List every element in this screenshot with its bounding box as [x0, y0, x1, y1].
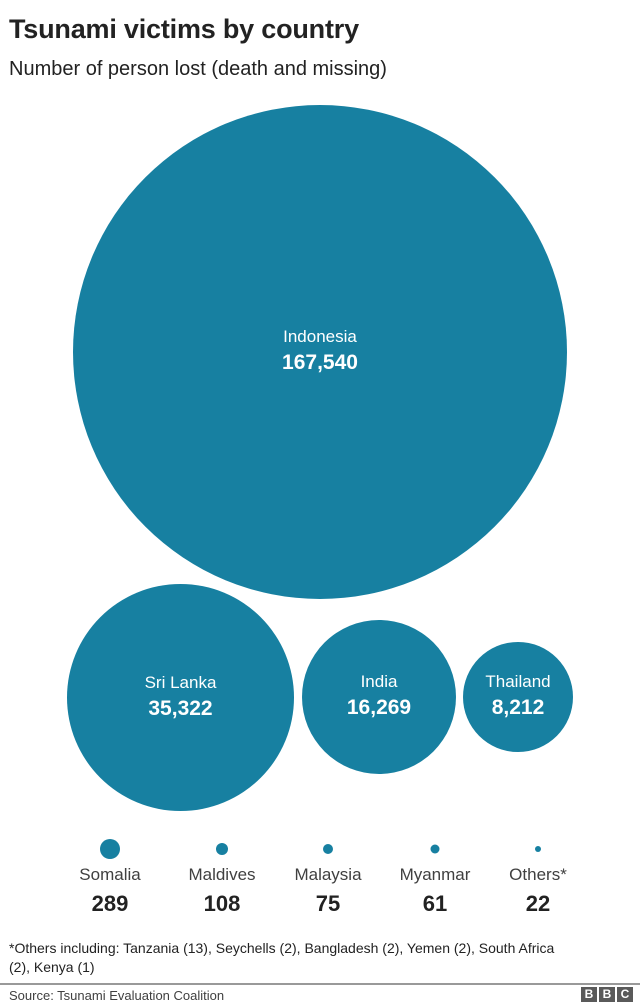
item-value: 289 — [91, 891, 129, 916]
bubble-value: 16,269 — [346, 696, 412, 719]
bubble-dot — [535, 846, 541, 852]
bubble-label: India — [360, 672, 398, 691]
bubble-thailand: Thailand 8,212 — [463, 642, 573, 752]
bbc-logo-letter: B — [581, 987, 597, 1002]
chart-title: Tsunami victims by country — [9, 14, 359, 44]
footnote: *Others including: Tanzania (13), Seyche… — [9, 940, 555, 975]
item-value: 75 — [315, 891, 341, 916]
item-label: Somalia — [79, 865, 141, 884]
bubble-dot — [430, 844, 440, 854]
chart-subtitle: Number of person lost (death and missing… — [9, 58, 387, 80]
bubble-dot — [216, 843, 228, 855]
bubble-dot — [100, 839, 120, 859]
small-item-maldives: Maldives 108 — [162, 836, 282, 917]
item-value: 22 — [525, 891, 551, 916]
item-label: Myanmar — [399, 865, 471, 884]
bbc-logo-letter: C — [617, 987, 633, 1002]
bubble-indonesia: Indonesia 167,540 — [73, 105, 567, 599]
bubble-dot — [323, 844, 333, 854]
bubble-label: Thailand — [485, 672, 551, 691]
bubble-value: 35,322 — [148, 696, 213, 720]
divider — [0, 983, 640, 985]
small-item-myanmar: Myanmar 61 — [375, 836, 495, 917]
bbc-logo: B B C — [581, 987, 633, 1002]
small-item-somalia: Somalia 289 — [50, 836, 170, 917]
bubble-value: 8,212 — [491, 696, 545, 719]
item-value: 61 — [422, 891, 448, 916]
item-label: Others* — [509, 865, 567, 884]
item-label: Malaysia — [294, 865, 362, 884]
bubble-label: Indonesia — [283, 327, 357, 346]
item-value: 108 — [203, 891, 241, 916]
bubble-value: 167,540 — [282, 351, 358, 374]
bubble-sri-lanka: Sri Lanka 35,322 — [67, 584, 294, 811]
source-credit: Source: Tsunami Evaluation Coalition — [9, 988, 225, 1003]
small-item-malaysia: Malaysia 75 — [268, 836, 388, 917]
bubble-label: Sri Lanka — [144, 672, 217, 692]
small-item-others: Others* 22 — [478, 836, 598, 917]
bbc-logo-letter: B — [599, 987, 615, 1002]
item-label: Maldives — [188, 865, 256, 884]
bubble-india: India 16,269 — [302, 620, 456, 774]
